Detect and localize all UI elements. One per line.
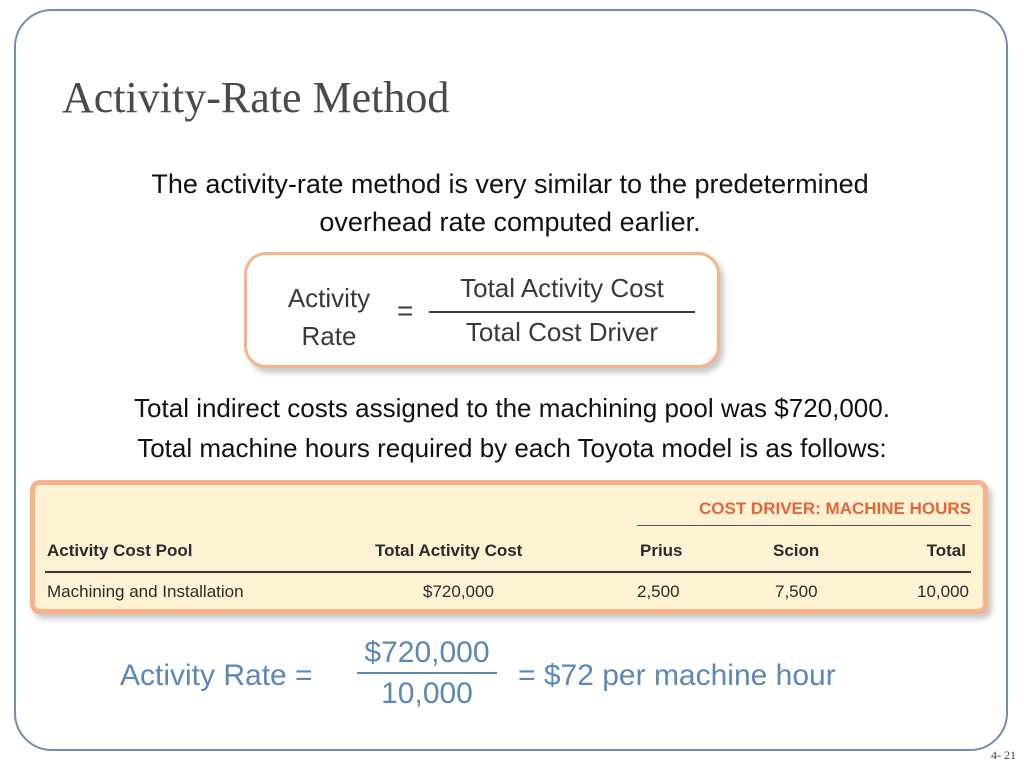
cell-prius: 2,500 (637, 582, 680, 601)
intro-text: The activity-rate method is very similar… (151, 169, 869, 237)
formula-denominator: Total Cost Driver (465, 317, 659, 347)
description-text: Total indirect costs assigned to the mac… (30, 388, 994, 468)
formula-equals: = (397, 295, 414, 326)
page-number: 4- 21 (991, 748, 1016, 762)
column-header-total: Total (926, 541, 966, 560)
cost-table: COST DRIVER: MACHINE HOURS Activity Cost… (30, 480, 988, 614)
description-line1: Total indirect costs assigned to the mac… (134, 393, 890, 423)
slide-frame (14, 9, 1008, 751)
column-header-activity-cost-pool: Activity Cost Pool (47, 541, 193, 560)
cell-activity-cost-pool: Machining and Installation (47, 582, 244, 601)
table-header-divider (45, 571, 971, 573)
activity-rate-numerator: $720,000 (364, 636, 490, 669)
formula-box: Activity Rate = Total Activity Cost Tota… (244, 252, 720, 368)
activity-rate-fraction-bar (357, 672, 497, 674)
cost-driver-divider (637, 525, 971, 526)
formula-fraction-bar (429, 311, 695, 313)
activity-rate-label: Activity Rate = (120, 659, 313, 692)
formula-left-line1: Activity (287, 283, 371, 313)
cell-total-activity-cost: $720,000 (423, 582, 494, 601)
formula-left-line2: Rate (301, 321, 357, 351)
column-header-total-activity-cost: Total Activity Cost (375, 541, 523, 560)
description-line2: Total machine hours required by each Toy… (137, 433, 887, 463)
formula-numerator: Total Activity Cost (460, 273, 664, 303)
activity-rate-denominator: 10,000 (381, 677, 473, 710)
column-header-prius: Prius (640, 541, 683, 560)
cell-total: 10,000 (917, 582, 969, 601)
cell-scion: 7,500 (775, 582, 818, 601)
activity-rate-result: = $72 per machine hour (518, 659, 836, 692)
cost-driver-header: COST DRIVER: MACHINE HOURS (698, 499, 971, 518)
formula-left-side: Activity Rate (271, 279, 387, 355)
column-header-scion: Scion (773, 541, 820, 560)
slide-title: Activity-Rate Method (62, 73, 450, 122)
